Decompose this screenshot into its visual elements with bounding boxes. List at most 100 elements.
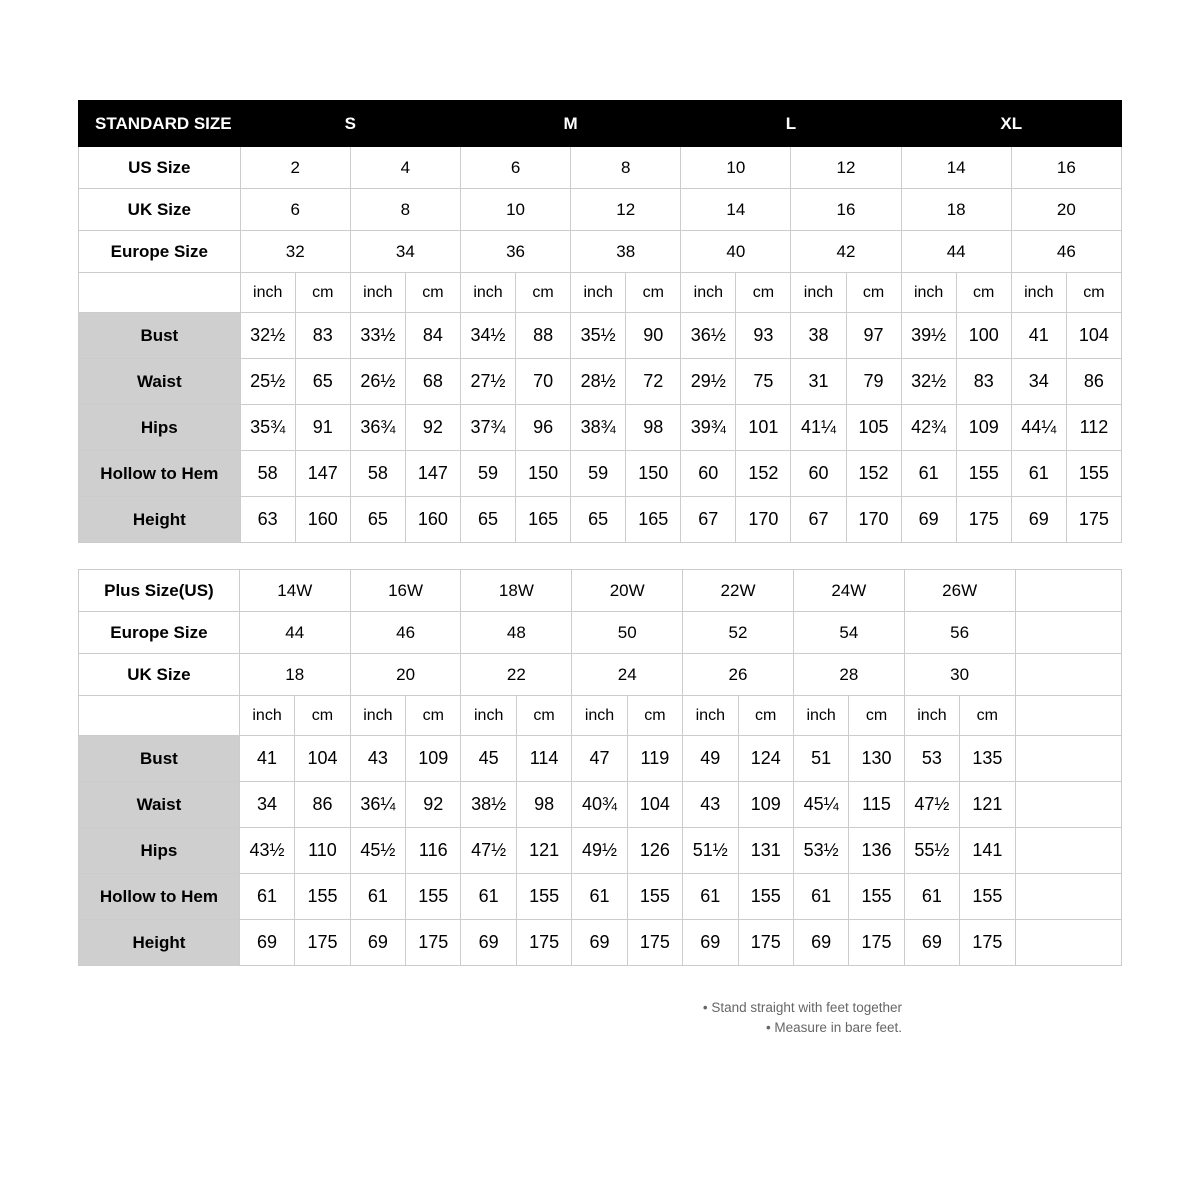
cell: 44 — [901, 231, 1011, 273]
unit-cell: cm — [960, 696, 1015, 736]
cell: 175 — [960, 920, 1015, 966]
cell: 49½ — [572, 828, 627, 874]
cell: 110 — [295, 828, 350, 874]
table-row: Waist348636¼9238½9840¾1044310945¼11547½1… — [79, 782, 1122, 828]
cell: 75 — [736, 359, 791, 405]
cell: 175 — [295, 920, 350, 966]
cell: 12 — [791, 147, 901, 189]
cell: 56 — [904, 612, 1015, 654]
cell: 61 — [572, 874, 627, 920]
cell: 69 — [350, 920, 405, 966]
cell: 53½ — [793, 828, 848, 874]
cell: 61 — [793, 874, 848, 920]
cell: 8 — [350, 189, 460, 231]
row-label: Bust — [79, 313, 241, 359]
cell: 65 — [295, 359, 350, 405]
cell: 93 — [736, 313, 791, 359]
cell: 104 — [627, 782, 682, 828]
pad-cell — [1015, 612, 1121, 654]
cell: 42¾ — [901, 405, 956, 451]
cell: 52 — [683, 612, 794, 654]
cell: 101 — [736, 405, 791, 451]
cell: 152 — [736, 451, 791, 497]
cell: 36 — [460, 231, 570, 273]
cell: 35½ — [571, 313, 626, 359]
cell: 34½ — [460, 313, 515, 359]
row-label: Waist — [79, 359, 241, 405]
cell: 28½ — [571, 359, 626, 405]
cell: 86 — [1066, 359, 1121, 405]
cell: 32½ — [240, 313, 295, 359]
cell: 104 — [1066, 313, 1121, 359]
cell: 38 — [571, 231, 681, 273]
cell: 43 — [350, 736, 405, 782]
cell: 175 — [738, 920, 793, 966]
unit-cell: inch — [350, 273, 405, 313]
standard-header-row: STANDARD SIZE S M L XL — [79, 101, 1122, 147]
unit-cell: cm — [627, 696, 682, 736]
cell: 97 — [846, 313, 901, 359]
cell: 16W — [350, 570, 461, 612]
cell: 109 — [956, 405, 1011, 451]
cell: 50 — [572, 612, 683, 654]
pad-cell — [1015, 828, 1121, 874]
cell: 47½ — [904, 782, 959, 828]
cell: 26½ — [350, 359, 405, 405]
cell: 49 — [683, 736, 738, 782]
cell: 36¾ — [350, 405, 405, 451]
cell: 160 — [405, 497, 460, 543]
unit-cell: cm — [406, 696, 461, 736]
row-label: Bust — [79, 736, 240, 782]
cell: 61 — [904, 874, 959, 920]
cell: 112 — [1066, 405, 1121, 451]
row-label: UK Size — [79, 189, 241, 231]
cell: 38 — [791, 313, 846, 359]
cell: 24 — [572, 654, 683, 696]
plus-size-table: Plus Size(US)14W16W18W20W22W24W26WEurope… — [78, 569, 1122, 966]
cell: 41 — [1011, 313, 1066, 359]
cell: 150 — [626, 451, 681, 497]
row-label: Height — [79, 920, 240, 966]
cell: 70 — [516, 359, 571, 405]
cell: 69 — [793, 920, 848, 966]
cell: 28 — [793, 654, 904, 696]
cell: 58 — [350, 451, 405, 497]
cell: 10 — [681, 147, 791, 189]
table-row: Height6917569175691756917569175691756917… — [79, 920, 1122, 966]
row-label: UK Size — [79, 654, 240, 696]
table-row: Plus Size(US)14W16W18W20W22W24W26W — [79, 570, 1122, 612]
cell: 4 — [350, 147, 460, 189]
cell: 165 — [626, 497, 681, 543]
standard-title: STANDARD SIZE — [79, 101, 241, 147]
cell: 30 — [904, 654, 1015, 696]
footnote: Stand straight with feet together — [78, 998, 902, 1018]
cell: 51½ — [683, 828, 738, 874]
size-header: M — [460, 101, 680, 147]
cell: 175 — [1066, 497, 1121, 543]
cell: 84 — [405, 313, 460, 359]
cell: 34 — [239, 782, 294, 828]
unit-cell: inch — [239, 696, 294, 736]
cell: 83 — [295, 313, 350, 359]
cell: 53 — [904, 736, 959, 782]
cell: 175 — [516, 920, 571, 966]
cell: 135 — [960, 736, 1015, 782]
cell: 6 — [240, 189, 350, 231]
cell: 41¼ — [791, 405, 846, 451]
cell: 170 — [846, 497, 901, 543]
cell: 55½ — [904, 828, 959, 874]
unit-cell: inch — [1011, 273, 1066, 313]
cell: 92 — [406, 782, 461, 828]
cell: 33½ — [350, 313, 405, 359]
cell: 119 — [627, 736, 682, 782]
cell: 59 — [571, 451, 626, 497]
size-header: S — [240, 101, 460, 147]
cell: 155 — [738, 874, 793, 920]
cell: 16 — [791, 189, 901, 231]
cell: 51 — [793, 736, 848, 782]
cell: 79 — [846, 359, 901, 405]
cell: 18 — [239, 654, 350, 696]
table-row: Hips43½11045½11647½12149½12651½13153½136… — [79, 828, 1122, 874]
table-row: Bust32½8333½8434½8835½9036½93389739½1004… — [79, 313, 1122, 359]
cell: 14 — [681, 189, 791, 231]
